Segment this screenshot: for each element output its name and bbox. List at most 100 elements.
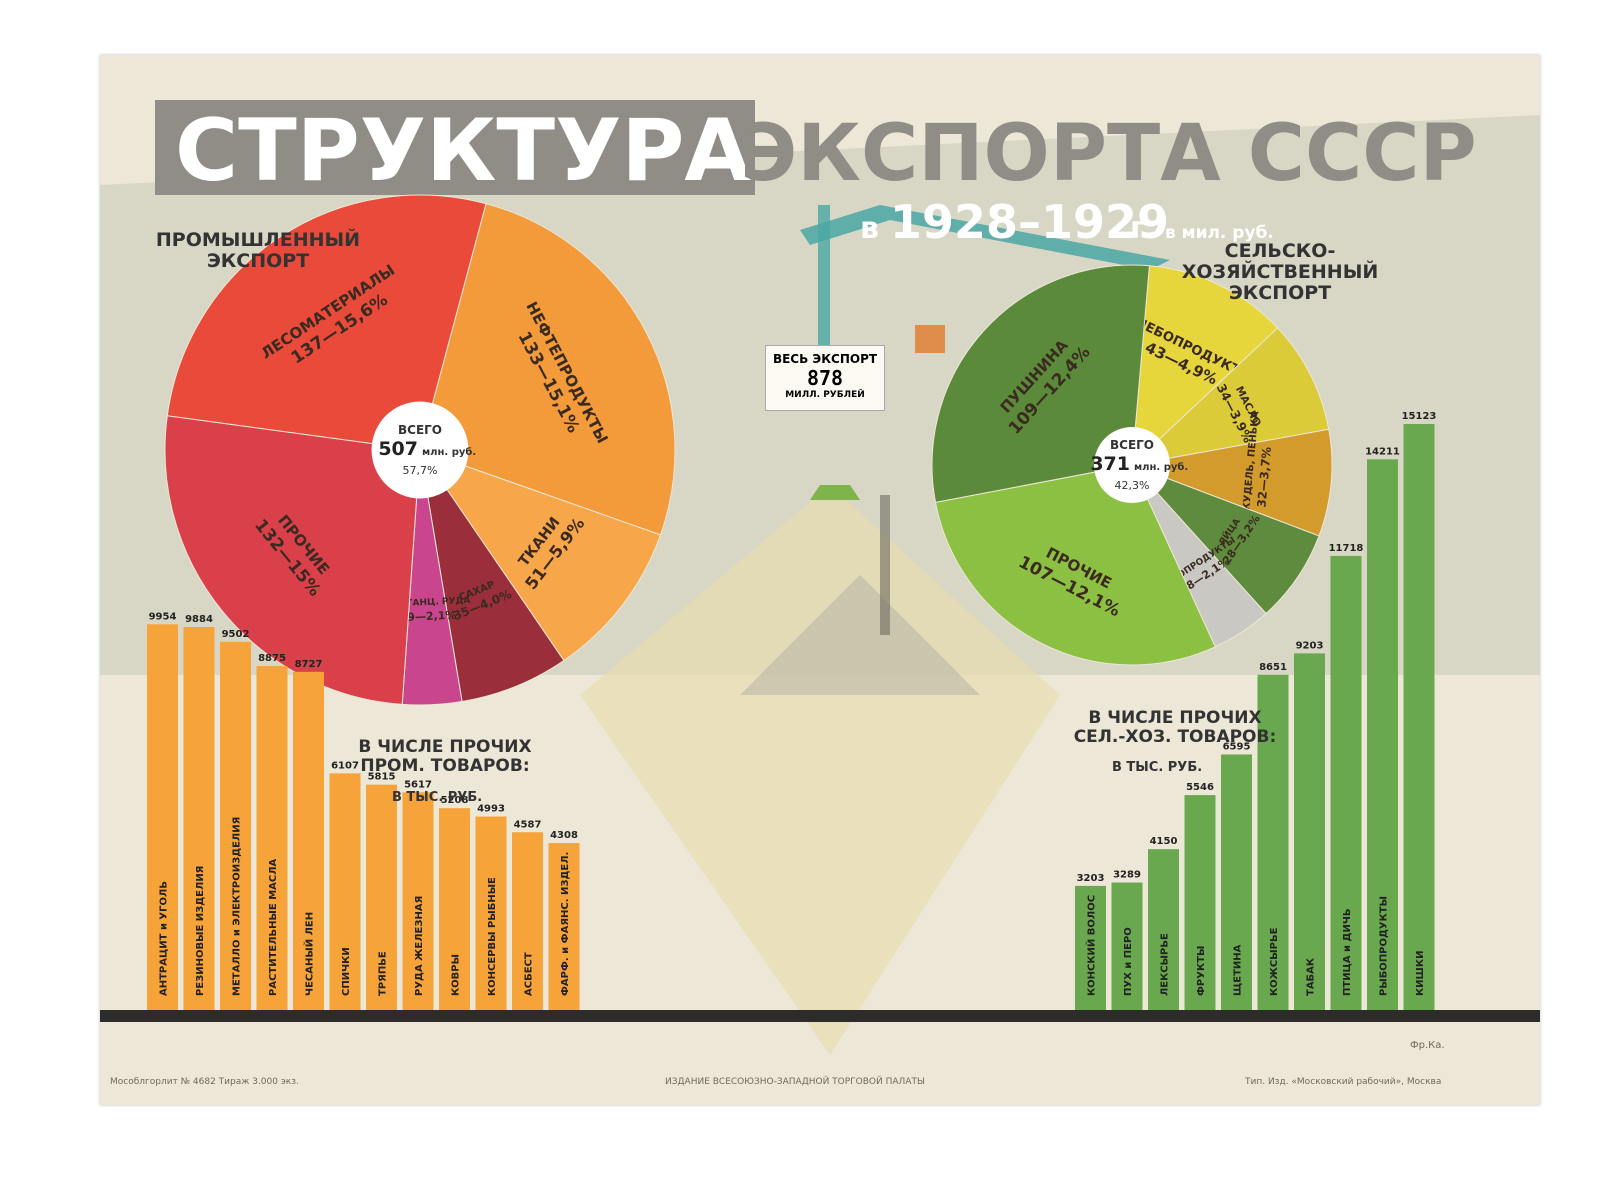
agricultural-bar-label: КИШКИ <box>1415 951 1426 996</box>
agricultural-bar-value: 8651 <box>1259 662 1287 673</box>
total-export-label: ВЕСЬ ЭКСПОРТ <box>772 352 878 366</box>
industrial-bar-label: ТРЯПЬЕ <box>378 951 389 996</box>
agricultural-header: СЕЛЬСКО-ХОЗЯЙСТВЕННЫЙ ЭКСПОРТ <box>1181 240 1379 304</box>
industrial-bar-чесаный-лен <box>293 671 324 1010</box>
agricultural-bar-label: РЫБОПРОДУКТЫ <box>1379 896 1390 996</box>
industrial-bar-label: КОВРЫ <box>451 954 462 996</box>
agricultural-slice-яйца <box>1131 464 1320 615</box>
agricultural-center-value: 371 <box>1090 453 1130 475</box>
industrial-bar-value: 4587 <box>514 819 542 830</box>
title-suffix: г. <box>1130 211 1157 246</box>
agricultural-bar-chart: 3203 КОНСКИЙ ВОЛОС 3289 ПУХ и ПЕРО 4150 ЛЕКСЫ… <box>1075 411 1437 1011</box>
industrial-slice-лесоматериалы <box>166 194 487 451</box>
industrial-bar-value: 8875 <box>258 653 286 664</box>
agricultural-bar-label: ЛЕКСЫРЬЕ <box>1160 933 1171 996</box>
industrial-other-unit: В ТЫС. РУБ. <box>392 790 483 805</box>
agricultural-center-label: ВСЕГО <box>1110 438 1154 452</box>
agricultural-bar-табак <box>1294 653 1325 1010</box>
agricultural-bar-value: 5546 <box>1186 782 1214 793</box>
agricultural-slice-лен-кудель-пенька <box>1130 428 1333 537</box>
industrial-center-label: ВСЕГО <box>398 423 442 437</box>
industrial-slice-value: 19—2,1% <box>399 609 456 625</box>
industrial-bar-спички <box>329 773 361 1010</box>
industrial-other-title: В ЧИСЛЕ ПРОЧИХ ПРОМ. ТОВАРОВ: <box>358 737 532 776</box>
industrial-bar-консервы-рыбные <box>475 816 507 1010</box>
industrial-slice-нефтепродукты <box>419 203 676 536</box>
agricultural-bar-птица-и-дичь <box>1330 555 1362 1010</box>
agricultural-bar-label: ПУХ и ПЕРО <box>1123 927 1134 996</box>
agricultural-bar-value: 6595 <box>1223 741 1251 752</box>
title-block-left <box>155 100 755 195</box>
industrial-bar-label: ФАРФ. и ФАЯНС. ИЗДЕЛ. <box>560 852 571 996</box>
industrial-bar-label: АСБЕСТ <box>524 952 535 996</box>
goods-diamond <box>580 485 1060 1055</box>
agricultural-bar-рыбопродукты <box>1367 459 1398 1011</box>
industrial-bar-value: 8727 <box>295 659 323 670</box>
agricultural-bar-value: 9203 <box>1296 640 1324 651</box>
title-part-1: СТРУКТУРА <box>175 101 751 201</box>
agri-other-title: В ЧИСЛЕ ПРОЧИХ СЕЛ.-ХОЗ. ТОВАРОВ: <box>1073 708 1277 747</box>
title-prefix: в <box>860 211 879 246</box>
agricultural-slice-хлебопродукты <box>1131 265 1279 467</box>
industrial-bar-label: СПИЧКИ <box>341 947 352 996</box>
ship-mast <box>880 495 890 635</box>
industrial-bar-value: 5617 <box>404 779 432 790</box>
industrial-center-share: 57,7% <box>403 464 438 477</box>
industrial-bar-label: МЕТАЛЛО и ЭЛЕКТРОИЗДЕЛИЯ <box>232 817 243 996</box>
agricultural-bar-value: 15123 <box>1402 411 1437 422</box>
industrial-header: ПРОМЫШЛЕННЫЙ ЭКСПОРТ <box>155 229 361 272</box>
industrial-bar-label: АНТРАЦИТ и УГОЛЬ <box>159 881 170 996</box>
total-export-unit: МИЛЛ. РУБЛЕЙ <box>785 390 865 400</box>
industrial-center-value: 507 <box>378 438 418 460</box>
agricultural-bar-лексырье <box>1148 849 1179 1010</box>
lamp-shade <box>810 485 860 500</box>
agricultural-center-disc <box>1094 427 1170 503</box>
agricultural-bar-конский-волос <box>1075 885 1106 1010</box>
agricultural-bar-щетина <box>1221 754 1252 1010</box>
poster: СТРУКТУРА ЭКСПОРТА СССР в 1928–1929 г. в… <box>100 55 1540 1105</box>
industrial-bar-chart: 9954 АНТРАЦИТ и УГОЛЬ 9884 РЕЗИНОВЫЕ ИЗДЕЛИ… <box>147 611 580 1010</box>
agricultural-bar-label: ЩЕТИНА <box>1233 944 1244 996</box>
agricultural-slice-масло <box>1130 327 1330 466</box>
industrial-slice-ткани <box>418 449 662 662</box>
crane-tower <box>818 205 830 355</box>
agricultural-bar-пух-и-перо <box>1111 882 1143 1010</box>
industrial-bar-value: 9954 <box>149 611 177 622</box>
agricultural-slice-value: 32—3,7% <box>1254 446 1274 508</box>
agri-other-unit: В ТЫС. РУБ. <box>1112 760 1203 775</box>
agricultural-bar-label: ПТИЦА и ДИЧЬ <box>1342 908 1353 996</box>
industrial-bar-value: 6107 <box>331 760 359 771</box>
industrial-bar-label: ЧЕСАНЫЙ ЛЕН <box>303 912 316 996</box>
crane-cargo <box>915 325 945 353</box>
title-unit: в мил. руб. <box>1165 223 1274 243</box>
industrial-bar-label: КОНСЕРВЫ РЫБНЫЕ <box>487 877 498 996</box>
industrial-center-disc <box>371 401 469 499</box>
footer-right: Тип. Изд. «Московский рабочий», Москва <box>1245 1077 1442 1087</box>
title-part-2: ЭКСПОРТА СССР <box>740 109 1477 199</box>
total-export-box: ВЕСЬ ЭКСПОРТ 878 МИЛЛ. РУБЛЕЙ <box>765 345 885 411</box>
ship-silhouette <box>740 575 980 695</box>
agricultural-slice-пушнина <box>931 264 1150 503</box>
industrial-bar-фарф-и-фаянс-издел <box>548 843 580 1010</box>
bars-baseline <box>100 1010 1540 1022</box>
agricultural-bar-label: КОНСКИЙ ВОЛОС <box>1085 895 1098 996</box>
agricultural-bar-value: 3289 <box>1113 870 1141 881</box>
industrial-bar-value: 5208 <box>441 795 469 806</box>
agricultural-bar-кожсырье <box>1257 674 1289 1010</box>
industrial-bar-металло-и-электроизделия <box>220 641 251 1010</box>
industrial-bar-асбест <box>512 832 543 1010</box>
agricultural-bar-value: 4150 <box>1150 836 1178 847</box>
agricultural-bar-value: 14211 <box>1365 446 1400 457</box>
industrial-bar-ковры <box>439 808 470 1010</box>
industrial-bar-label: РАСТИТЕЛЬНЫЕ МАСЛА <box>268 858 279 996</box>
industrial-bar-value: 5815 <box>368 772 396 783</box>
agricultural-center-share: 42,3% <box>1115 479 1150 492</box>
total-export-value: 878 <box>806 366 844 390</box>
agricultural-bar-label: ФРУКТЫ <box>1196 946 1207 996</box>
industrial-bar-резиновые-изделия <box>183 626 215 1010</box>
industrial-bar-руда-железная <box>402 792 434 1010</box>
industrial-bar-label: РЕЗИНОВЫЕ ИЗДЕЛИЯ <box>195 866 206 996</box>
footer-left: Мособлгорлит № 4682 Тираж 3.000 экз. <box>110 1077 299 1087</box>
signature: Фр.Ка. <box>1410 1040 1445 1051</box>
